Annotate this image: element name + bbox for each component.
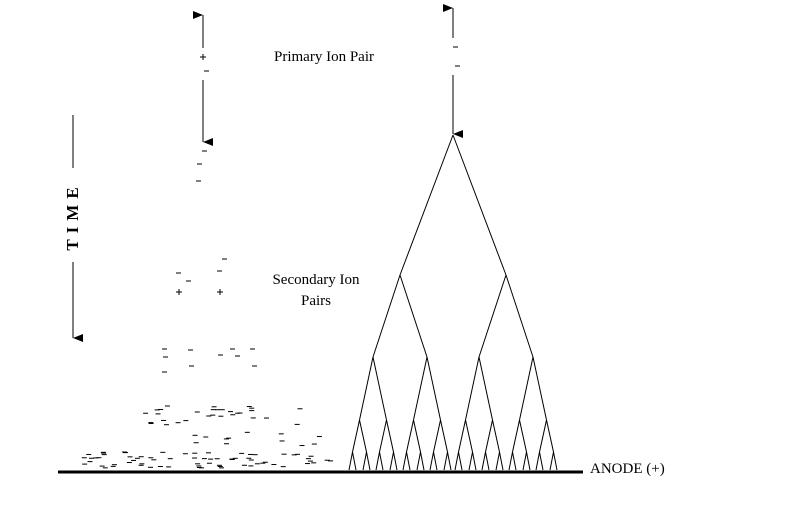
avalanche-branch	[406, 451, 411, 471]
avalanche-branch	[413, 419, 421, 453]
avalanche-branch	[372, 356, 387, 421]
avalanche-branch	[447, 451, 452, 471]
avalanche-branch	[539, 419, 547, 453]
avalanche-branch	[465, 356, 480, 421]
avalanche-branch	[526, 451, 531, 471]
avalanche-branch	[440, 419, 448, 453]
avalanche-branch	[379, 451, 384, 471]
avalanche-branch	[519, 356, 534, 421]
avalanche-branch	[348, 451, 353, 471]
avalanche-branch	[485, 419, 493, 453]
avalanche-branch	[433, 419, 441, 453]
avalanche-branch	[393, 451, 398, 471]
avalanche-branch	[359, 356, 374, 421]
avalanche-branch	[508, 451, 513, 471]
avalanche-branch	[532, 356, 547, 421]
avalanche-branch	[375, 451, 380, 471]
avalanche-branch	[362, 451, 367, 471]
avalanche-branch	[416, 451, 421, 471]
avalanche-branch	[553, 451, 558, 471]
avalanche-branch	[413, 356, 428, 421]
avalanche-branch	[399, 134, 454, 276]
avalanche-branch	[458, 451, 463, 471]
avalanche-branch	[478, 274, 507, 358]
avalanche-branch	[512, 419, 520, 453]
avalanche-branch	[454, 451, 459, 471]
anode-label: ANODE (+)	[590, 461, 665, 477]
secondary-label: Pairs	[301, 293, 331, 309]
avalanche-branch	[402, 451, 407, 471]
avalanche-branch	[458, 419, 466, 453]
avalanche-branch	[389, 451, 394, 471]
avalanche-branch	[372, 274, 401, 358]
primary-label: Primary Ion Pair	[274, 49, 374, 65]
avalanche-branch	[429, 451, 434, 471]
avalanche-branch	[535, 451, 540, 471]
avalanche-branch	[546, 419, 554, 453]
avalanche-branch	[406, 419, 414, 453]
avalanche-branch	[433, 451, 438, 471]
avalanche-branch	[512, 451, 517, 471]
avalanche-branch	[481, 451, 486, 471]
avalanche-branch	[492, 419, 500, 453]
avalanche-branch	[386, 419, 394, 453]
avalanche-branch	[505, 274, 534, 358]
avalanche-branch	[352, 419, 360, 453]
avalanche-branch	[485, 451, 490, 471]
avalanche-branch	[443, 451, 448, 471]
avalanche-branch	[426, 356, 441, 421]
avalanche-branch	[379, 419, 387, 453]
time-label: TIME	[63, 181, 82, 250]
secondary-label: Secondary Ion	[272, 272, 360, 288]
avalanche-branch	[499, 451, 504, 471]
avalanche-branch	[352, 451, 357, 471]
layout	[58, 4, 583, 474]
avalanche-branch	[359, 419, 367, 453]
avalanche-branch	[472, 451, 477, 471]
avalanche-branch	[495, 451, 500, 471]
avalanche-branch	[399, 274, 428, 358]
avalanche-branch	[366, 451, 371, 471]
avalanche-branch	[465, 419, 473, 453]
avalanche-branch	[519, 419, 527, 453]
avalanche-branch	[522, 451, 527, 471]
avalanche-branch	[452, 134, 507, 276]
avalanche-branch	[539, 451, 544, 471]
avalanche-branch	[549, 451, 554, 471]
avalanche-branch	[478, 356, 493, 421]
avalanche-branch	[420, 451, 425, 471]
avalanche-branch	[468, 451, 473, 471]
